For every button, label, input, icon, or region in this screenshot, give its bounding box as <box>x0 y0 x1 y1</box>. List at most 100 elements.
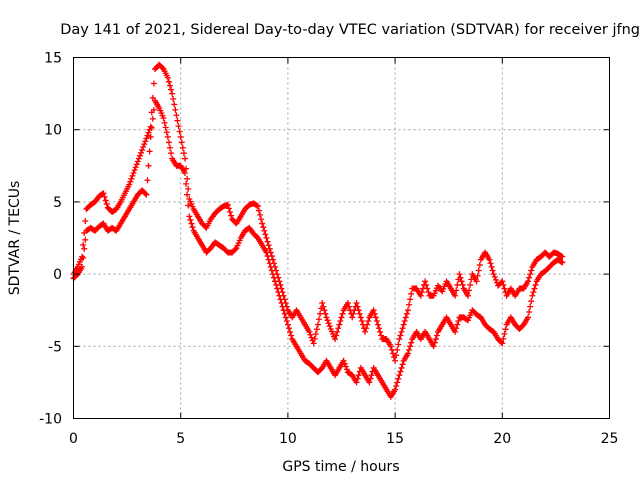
data-point <box>133 161 140 168</box>
data-point <box>181 170 188 177</box>
data-point <box>388 346 395 353</box>
data-point <box>432 336 439 343</box>
y-axis-label: SDTVAR / TECUs <box>7 181 23 296</box>
data-point <box>168 86 175 93</box>
data-point <box>225 205 232 212</box>
data-point <box>453 287 460 294</box>
data-point <box>143 135 150 142</box>
data-point <box>400 321 407 328</box>
data-point <box>306 328 313 335</box>
data-point <box>101 193 108 200</box>
data-point <box>265 242 272 249</box>
data-point <box>500 281 507 288</box>
y-tick-labels: -10 -5 0 5 10 15 <box>39 51 62 428</box>
data-point <box>363 325 370 332</box>
data-point <box>364 321 371 328</box>
data-point <box>403 310 410 317</box>
data-point <box>344 299 351 306</box>
y-tick-label: 10 <box>44 123 62 139</box>
data-point <box>376 325 383 332</box>
data-point <box>466 287 473 294</box>
data-point <box>474 272 481 279</box>
data-point <box>399 325 406 332</box>
data-point <box>500 335 507 342</box>
data-point <box>341 360 348 367</box>
data-point <box>340 357 347 364</box>
data-point <box>357 314 364 321</box>
data-point <box>406 346 413 353</box>
data-point <box>258 216 265 223</box>
data-point <box>454 281 461 288</box>
data-point <box>366 379 373 386</box>
x-tick-label: 25 <box>601 431 619 447</box>
data-point <box>80 241 87 248</box>
data-point <box>397 368 404 375</box>
data-point <box>266 245 273 252</box>
data-point <box>159 64 166 71</box>
data-point <box>395 375 402 382</box>
data-point <box>183 165 190 172</box>
data-point <box>177 133 184 140</box>
data-point <box>404 350 411 357</box>
data-point <box>277 281 284 288</box>
data-point <box>467 281 474 288</box>
data-point <box>259 220 266 227</box>
data-point <box>269 256 276 263</box>
data-point <box>464 292 471 299</box>
data-point <box>150 80 157 87</box>
data-point <box>392 386 399 393</box>
data-point <box>146 148 153 155</box>
data-point <box>171 101 178 108</box>
data-point <box>401 318 408 325</box>
data-point <box>189 224 196 231</box>
data-point <box>166 144 173 151</box>
data-point <box>260 224 267 231</box>
data-point <box>499 278 506 285</box>
data-point <box>139 146 146 153</box>
data-point <box>558 253 565 260</box>
data-point <box>350 310 357 317</box>
data-point <box>185 202 192 209</box>
data-point <box>100 190 107 197</box>
data-point <box>371 310 378 317</box>
data-point <box>430 343 437 350</box>
data-point <box>164 74 171 81</box>
data-point <box>372 314 379 321</box>
data-point <box>142 138 149 145</box>
data-point <box>486 256 493 263</box>
data-point <box>279 289 286 296</box>
data-point <box>163 129 170 136</box>
data-point <box>184 175 191 182</box>
data-point <box>254 203 261 210</box>
data-point <box>406 301 413 308</box>
data-point <box>172 106 179 113</box>
data-point <box>326 323 333 330</box>
data-point <box>528 298 535 305</box>
data-point <box>527 271 534 278</box>
data-point <box>402 314 409 321</box>
data-point <box>175 123 182 130</box>
data-point <box>459 281 466 288</box>
data-point <box>82 218 89 225</box>
data-point <box>389 350 396 357</box>
data-point <box>257 211 264 218</box>
data-point <box>452 292 459 299</box>
data-point <box>131 167 138 174</box>
data-point <box>473 278 480 285</box>
data-point <box>262 231 269 238</box>
data-point <box>82 236 89 243</box>
data-point <box>396 372 403 379</box>
data-point <box>424 285 431 292</box>
data-point <box>319 299 326 306</box>
data-point <box>528 267 535 274</box>
y-tick-label: 0 <box>53 267 62 283</box>
data-point <box>255 207 262 214</box>
data-point <box>283 318 290 325</box>
data-point <box>268 253 275 260</box>
data-point <box>272 263 279 270</box>
data-point <box>276 278 283 285</box>
data-point <box>183 180 190 187</box>
data-point <box>314 321 321 328</box>
data-point <box>499 340 506 347</box>
data-point <box>188 220 195 227</box>
